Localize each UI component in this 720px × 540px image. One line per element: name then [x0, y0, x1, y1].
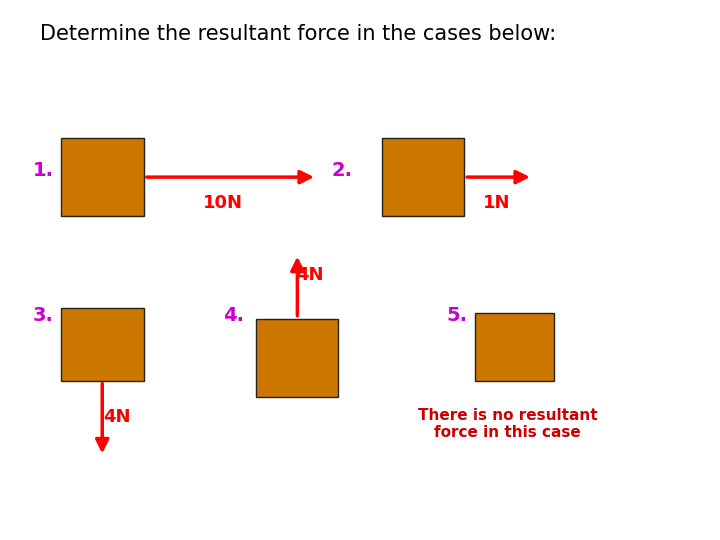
Bar [382, 138, 464, 216]
Bar [61, 308, 144, 381]
Text: 5.: 5. [446, 306, 467, 326]
Bar [256, 319, 338, 397]
Text: 4N: 4N [296, 266, 323, 285]
Text: 4.: 4. [223, 306, 244, 326]
Text: 2.: 2. [331, 160, 352, 180]
Text: 1N: 1N [483, 193, 510, 212]
Bar [475, 313, 554, 381]
Text: 4N: 4N [103, 408, 130, 426]
Text: 1.: 1. [32, 160, 53, 180]
Text: There is no resultant
force in this case: There is no resultant force in this case [418, 408, 598, 440]
Text: 3.: 3. [32, 306, 53, 326]
Text: Determine the resultant force in the cases below:: Determine the resultant force in the cas… [40, 24, 556, 44]
Bar [61, 138, 144, 216]
Text: 10N: 10N [203, 193, 243, 212]
